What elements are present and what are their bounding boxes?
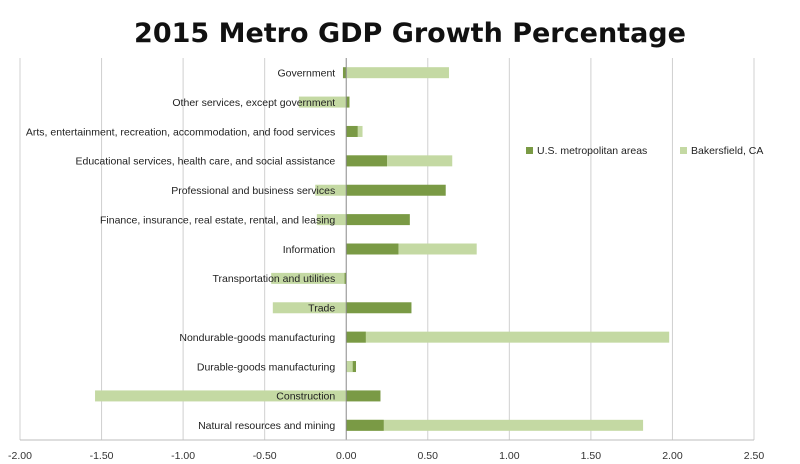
bar-bakersfield-ca-construction — [95, 390, 347, 402]
bar-bakersfield-ca-educational-services-health-care-and-social-assistance — [346, 155, 453, 167]
category-label-transportation-and-utilities: Transportation and utilities — [212, 273, 335, 285]
category-label-arts-entertainment-recreation-accommodation-and-food-services: Arts, entertainment, recreation, accommo… — [26, 126, 335, 138]
x-tick-label-1-50: -1.50 — [90, 450, 114, 462]
bar-bakersfield-ca-information — [346, 243, 477, 255]
bar-u-s-metropolitan-areas-government — [342, 67, 347, 79]
legend-swatch-us-metro — [526, 147, 533, 154]
bar-u-s-metropolitan-areas-finance-insurance-real-estate-rental-and-leasing — [346, 214, 410, 226]
x-tick-label-0-50: -0.50 — [253, 450, 277, 462]
category-label-government: Government — [277, 67, 335, 79]
chart-title: 2015 Metro GDP Growth Percentage — [134, 18, 686, 49]
bar-bakersfield-ca-nondurable-goods-manufacturing — [346, 331, 670, 343]
category-label-professional-and-business-services: Professional and business services — [171, 185, 335, 197]
category-label-nondurable-goods-manufacturing: Nondurable-goods manufacturing — [179, 332, 335, 344]
category-label-educational-services-health-care-and-social-assistance: Educational services, health care, and s… — [75, 156, 335, 168]
x-tick-label-2-50: 2.50 — [744, 450, 765, 462]
bar-u-s-metropolitan-areas-professional-and-business-services — [346, 184, 446, 196]
bar-u-s-metropolitan-areas-educational-services-health-care-and-social-assistance — [346, 155, 387, 167]
legend-swatch-bakersfield — [680, 147, 687, 154]
bar-bakersfield-ca-trade — [272, 302, 347, 314]
bar-bakersfield-ca-other-services-except-government — [298, 96, 347, 108]
bar-u-s-metropolitan-areas-transportation-and-utilities — [344, 272, 347, 284]
legend: U.S. metropolitan areas Bakersfield, CA — [526, 145, 763, 157]
bar-u-s-metropolitan-areas-natural-resources-and-mining — [346, 419, 384, 431]
x-tick-label-2-00: -2.00 — [8, 450, 32, 462]
category-label-information: Information — [283, 244, 336, 256]
bar-bakersfield-ca-professional-and-business-services — [315, 184, 347, 196]
category-labels: Government Other services, except governm… — [26, 67, 335, 432]
x-tick-label-1-50: 1.50 — [581, 450, 602, 462]
bar-bakersfield-ca-durable-goods-manufacturing — [346, 361, 353, 373]
x-tick-label-1-00: 1.00 — [499, 450, 520, 462]
category-label-other-services-except-government: Other services, except government — [172, 97, 335, 109]
x-tick-label-1-00: -1.00 — [171, 450, 195, 462]
bar-u-s-metropolitan-areas-information — [346, 243, 399, 255]
bar-u-s-metropolitan-areas-other-services-except-government — [346, 96, 350, 108]
x-tick-label-0-50: 0.50 — [418, 450, 439, 462]
category-label-construction: Construction — [276, 391, 335, 403]
bar-u-s-metropolitan-areas-trade — [346, 302, 412, 314]
bar-u-s-metropolitan-areas-arts-entertainment-recreation-accommodation-and-food-services — [346, 125, 358, 137]
bar-u-s-metropolitan-areas-construction — [346, 390, 381, 402]
bar-bakersfield-ca-transportation-and-utilities — [271, 272, 347, 284]
category-label-finance-insurance-real-estate-rental-and-leasing: Finance, insurance, real estate, rental,… — [100, 214, 335, 226]
x-tick-label-2-00: 2.00 — [662, 450, 683, 462]
bar-u-s-metropolitan-areas-nondurable-goods-manufacturing — [346, 331, 366, 343]
category-label-natural-resources-and-mining: Natural resources and mining — [198, 420, 335, 432]
bars — [95, 67, 670, 431]
legend-label-us-metro: U.S. metropolitan areas — [537, 145, 647, 157]
bar-bakersfield-ca-natural-resources-and-mining — [346, 419, 644, 431]
category-label-trade: Trade — [308, 303, 335, 315]
x-tick-label-0-00: 0.00 — [336, 450, 357, 462]
category-label-durable-goods-manufacturing: Durable-goods manufacturing — [197, 361, 335, 373]
bar-bakersfield-ca-government — [346, 67, 449, 79]
bar-bakersfield-ca-finance-insurance-real-estate-rental-and-leasing — [316, 214, 347, 226]
legend-label-bakersfield: Bakersfield, CA — [691, 145, 763, 157]
x-axis: -2.00 -1.50 -1.00 -0.50 0.00 0.50 1.00 1.50 2.00… — [8, 58, 764, 462]
